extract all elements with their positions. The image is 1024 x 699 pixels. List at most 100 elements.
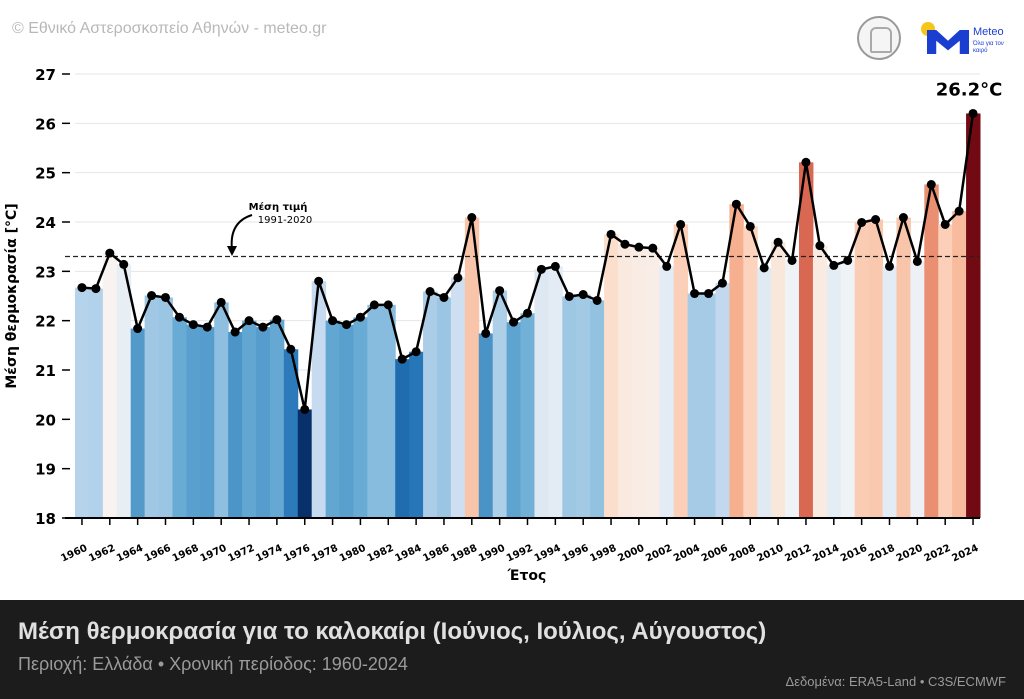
- bars: [75, 113, 981, 519]
- y-tick-label: 27: [35, 66, 56, 84]
- bar-1979: [339, 324, 354, 518]
- point-1968: [188, 320, 198, 330]
- point-1965: [147, 291, 157, 301]
- observatory-seal-logo: [857, 16, 901, 60]
- max-value-label: 26.2°C: [936, 79, 1003, 100]
- bar-2007: [729, 204, 744, 519]
- point-1963: [119, 259, 129, 269]
- bar-1986: [437, 297, 452, 518]
- bar-2016: [854, 222, 870, 518]
- x-tick-label: 2020: [895, 543, 925, 565]
- point-1970: [216, 297, 226, 307]
- reference-arrowhead-icon: [227, 246, 237, 256]
- point-1990: [495, 286, 505, 296]
- y-tick-label: 21: [35, 362, 56, 380]
- bar-1961: [88, 288, 104, 518]
- bar-1980: [353, 317, 368, 518]
- y-tick-label: 19: [35, 461, 56, 479]
- bar-1988: [464, 217, 480, 518]
- bar-1970: [214, 302, 229, 518]
- meteo-logo-name: Meteo: [973, 26, 1004, 38]
- point-1997: [592, 295, 602, 305]
- point-1994: [550, 261, 560, 271]
- point-1978: [328, 316, 338, 326]
- point-1973: [258, 322, 268, 332]
- bar-2013: [812, 245, 828, 518]
- x-tick-label: 1974: [254, 543, 284, 565]
- point-1983: [397, 354, 407, 364]
- bar-2000: [631, 247, 647, 518]
- point-1980: [355, 312, 365, 322]
- point-2005: [704, 289, 713, 299]
- bar-2011: [785, 260, 800, 518]
- bar-1989: [478, 333, 494, 518]
- x-tick-label: 1990: [477, 543, 507, 565]
- x-tick-label: 2014: [811, 543, 841, 565]
- meteo-logo-tagline: Όλα για τον καιρό: [973, 41, 1004, 54]
- point-1988: [467, 213, 477, 223]
- data-source: Δεδομένα: ERA5-Land • C3S/ECMWF: [785, 674, 1006, 689]
- x-tick-label: 1972: [226, 543, 256, 565]
- x-tick-label: 1970: [199, 543, 229, 565]
- bar-1969: [200, 327, 215, 518]
- bar-1962: [102, 253, 118, 518]
- point-1984: [411, 347, 421, 357]
- x-tick-label: 1978: [310, 543, 340, 565]
- point-1996: [578, 290, 588, 300]
- bar-2010: [771, 242, 786, 518]
- y-tick-label: 24: [35, 214, 56, 232]
- point-1966: [161, 292, 170, 302]
- bar-1994: [548, 266, 563, 518]
- x-tick-label: 2010: [755, 543, 785, 565]
- bar-2006: [715, 283, 730, 518]
- x-tick-label: 1964: [115, 543, 145, 565]
- x-tick-label: 2016: [839, 543, 869, 565]
- point-2012: [801, 157, 811, 167]
- y-tick-label: 26: [35, 115, 56, 133]
- bar-2023: [952, 211, 967, 518]
- y-tick-label: 20: [35, 411, 56, 429]
- point-2014: [829, 260, 839, 270]
- bar-1963: [116, 264, 132, 518]
- point-2007: [731, 199, 741, 209]
- bar-1999: [618, 244, 633, 518]
- bar-1978: [325, 320, 341, 518]
- point-2003: [676, 219, 686, 229]
- point-1960: [77, 283, 87, 293]
- bar-1966: [158, 297, 173, 518]
- bar-2022: [938, 224, 953, 518]
- point-2021: [926, 180, 936, 190]
- bar-1976: [297, 409, 313, 518]
- point-2002: [662, 261, 672, 271]
- point-2024: [968, 108, 978, 118]
- bar-1984: [409, 351, 424, 518]
- point-2010: [773, 237, 783, 247]
- bar-1960: [75, 287, 90, 518]
- x-tick-label: 1988: [449, 543, 479, 565]
- bar-2024: [966, 113, 981, 518]
- x-tick-label: 2004: [672, 543, 702, 565]
- point-1987: [453, 273, 463, 283]
- bar-2014: [826, 265, 842, 518]
- point-1964: [133, 324, 143, 334]
- copyright-credit: © Εθνικό Αστεροσκοπείο Αθηνών - meteo.gr: [12, 20, 327, 37]
- bar-1977: [311, 281, 327, 518]
- point-2000: [634, 242, 644, 252]
- point-2023: [954, 206, 964, 216]
- x-axis-label: Έτος: [507, 568, 547, 584]
- point-2017: [871, 215, 881, 225]
- point-2015: [843, 255, 853, 265]
- reference-arrow-icon: [230, 214, 253, 251]
- bar-1985: [423, 291, 438, 518]
- bar-1968: [186, 324, 201, 518]
- bar-1964: [130, 328, 146, 518]
- point-1979: [342, 320, 351, 330]
- bar-2021: [924, 184, 939, 519]
- point-2008: [745, 221, 755, 231]
- point-1962: [105, 248, 115, 258]
- point-1986: [439, 292, 449, 302]
- point-2018: [885, 261, 894, 271]
- bar-2009: [757, 267, 772, 518]
- bar-2003: [673, 224, 689, 518]
- point-1971: [230, 327, 240, 337]
